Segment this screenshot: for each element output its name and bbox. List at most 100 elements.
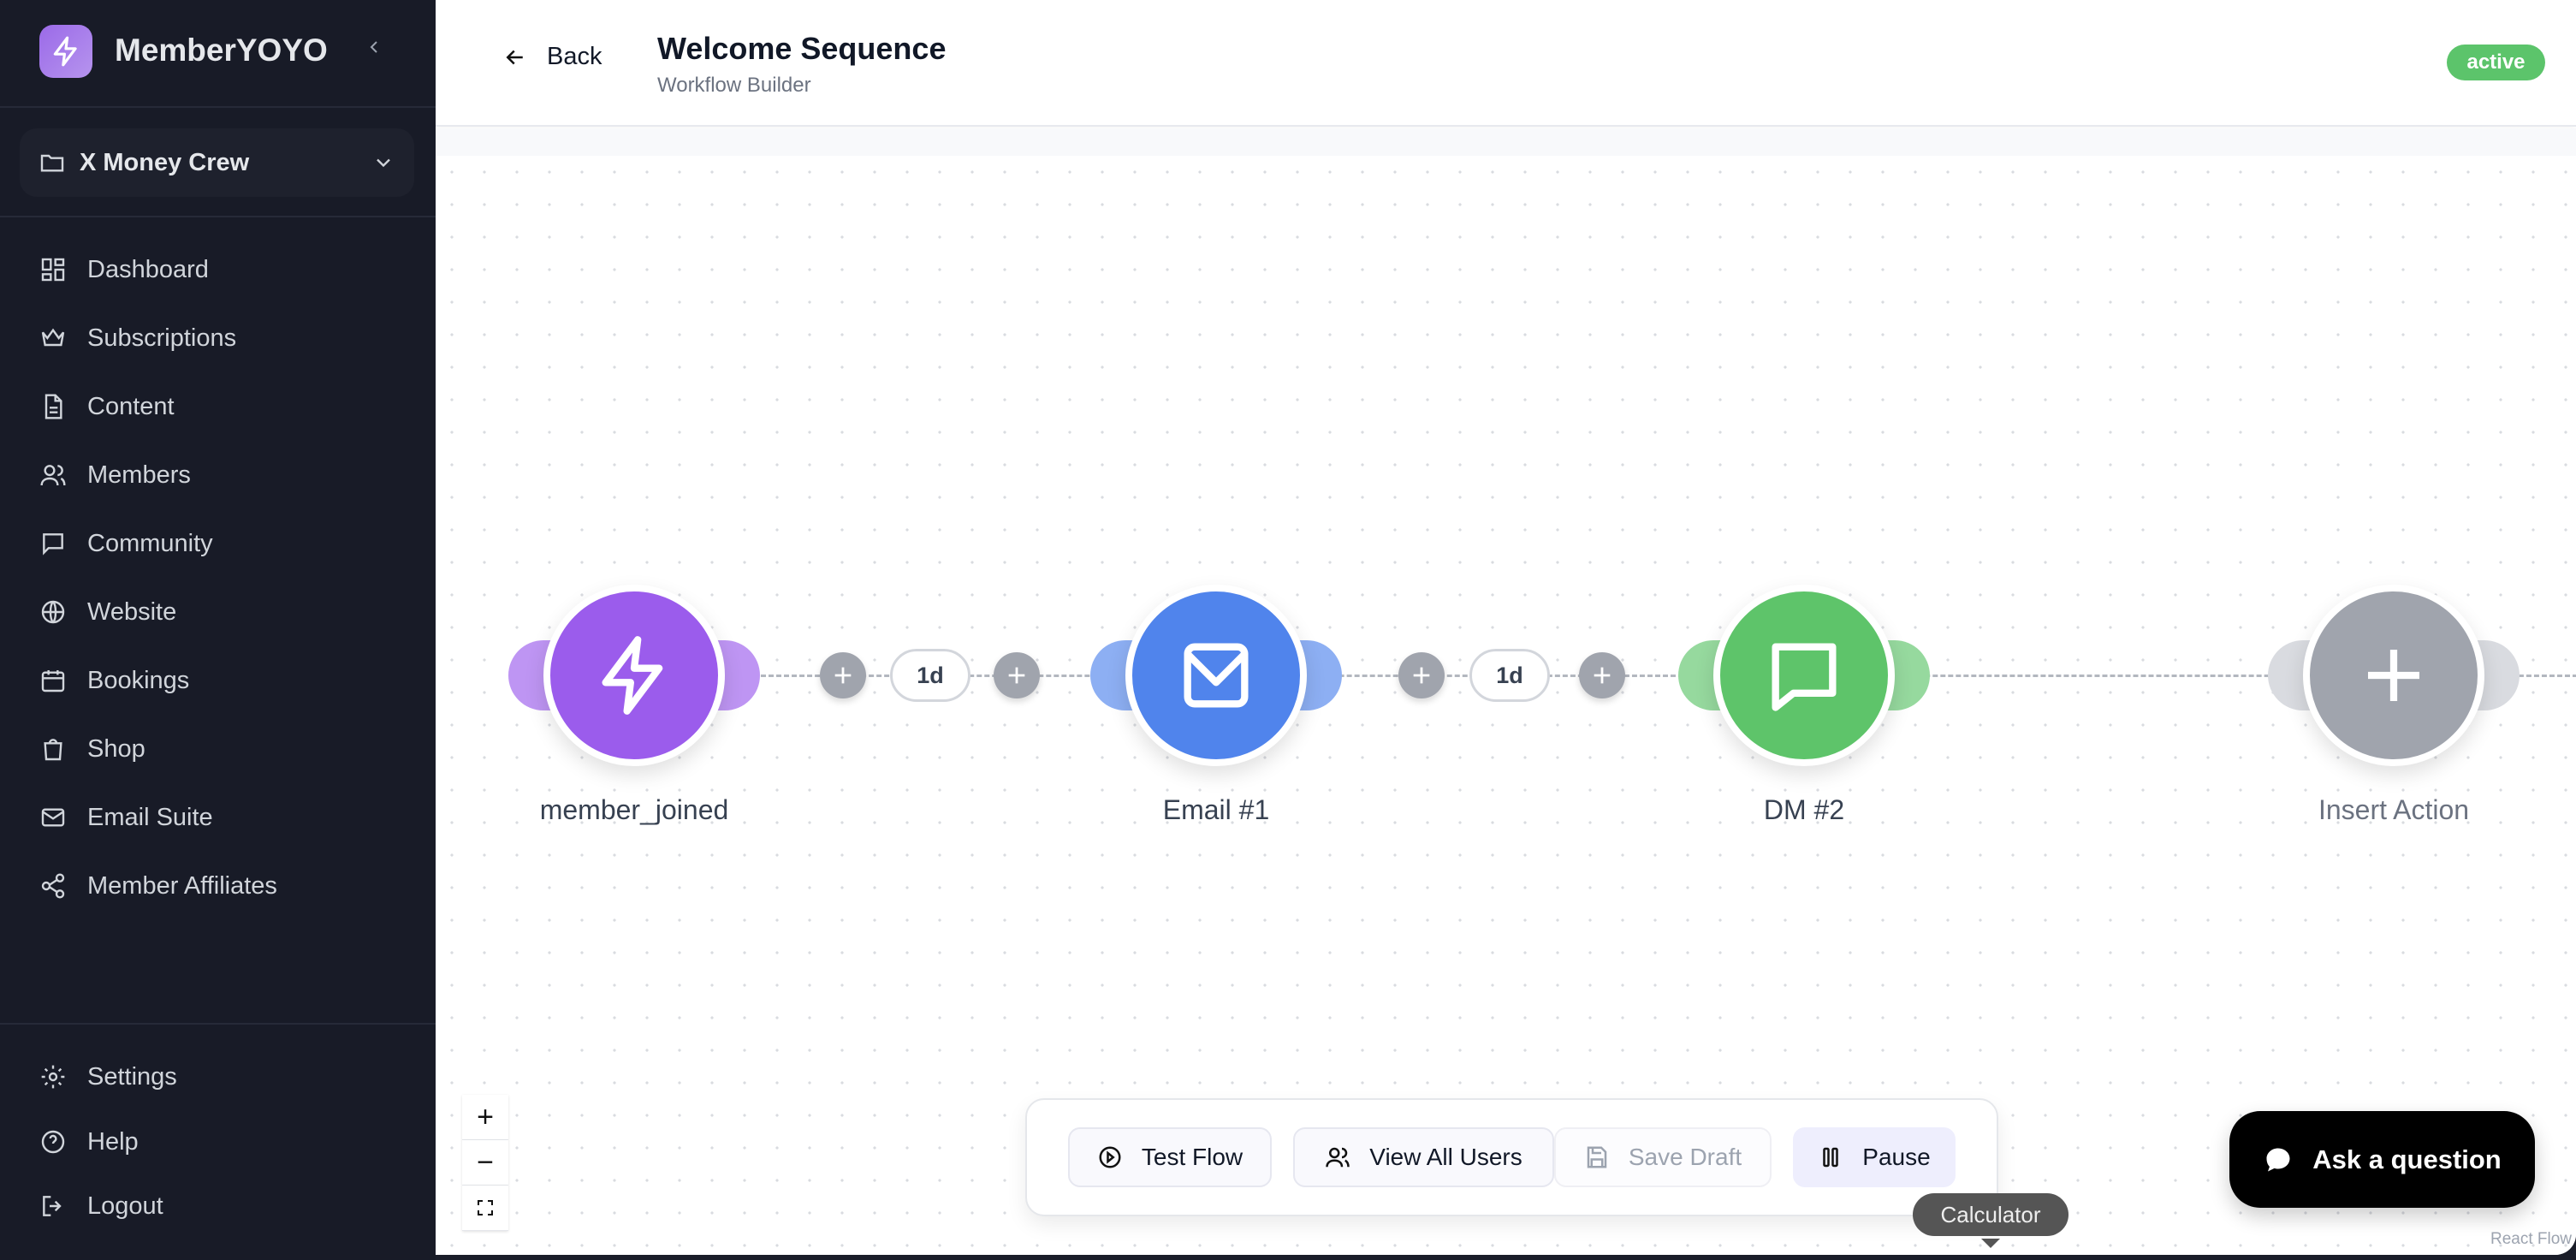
fullscreen-icon (478, 1200, 493, 1215)
calendar-icon (41, 670, 65, 692)
chat-icon (43, 533, 63, 556)
arrow-left-icon (506, 50, 523, 64)
sidebar: MemberYOYO X Money Crew Dashboard Subscri… (0, 0, 436, 1260)
flow-canvas[interactable] (436, 156, 2576, 1255)
document-icon (45, 394, 62, 419)
react-flow-attribution[interactable]: React Flow (2490, 1230, 2573, 1248)
mail-icon (1184, 643, 1249, 708)
tooltip: Calculator (1913, 1193, 2069, 1248)
divider (0, 216, 436, 217)
gear-icon (41, 1065, 65, 1089)
back-label: Back (547, 43, 602, 70)
sidebar-item-label: Bookings (87, 666, 190, 694)
page-subtitle: Workflow Builder (657, 74, 811, 97)
collapse-sidebar-button[interactable] (364, 34, 389, 68)
lightning-icon (602, 636, 663, 715)
zoom-in-button[interactable]: + (462, 1095, 508, 1140)
view-all-users-label: View All Users (1369, 1144, 1522, 1170)
add-step-button[interactable] (820, 652, 866, 698)
logo-icon (39, 25, 92, 78)
divider (0, 106, 436, 108)
plus-icon (2368, 650, 2419, 701)
sidebar-item-label: Logout (87, 1192, 163, 1220)
pause-label: Pause (1862, 1144, 1931, 1170)
dashboard-icon (41, 258, 65, 282)
sidebar-item-label: Community (87, 529, 213, 557)
header (436, 0, 2576, 127)
add-step-button[interactable] (1398, 652, 1445, 698)
node-label: Email #1 (1162, 794, 1270, 825)
sidebar-item-label: Help (87, 1127, 139, 1156)
add-step-button[interactable] (1579, 652, 1625, 698)
flow-node[interactable] (2303, 585, 2484, 766)
main-area: Back Welcome Sequence Workflow Builder a… (436, 0, 2576, 1255)
flow-edge (761, 675, 2576, 677)
test-flow-label: Test Flow (1141, 1144, 1243, 1170)
sidebar-item-bookings[interactable]: Bookings (39, 659, 189, 702)
share-icon (41, 873, 65, 899)
pause-button[interactable]: Pause (1793, 1127, 1956, 1187)
header-band (436, 128, 2576, 156)
sidebar-item-label: Member Affiliates (87, 871, 277, 900)
sidebar-item-shop[interactable]: Shop (39, 728, 145, 770)
sidebar-item-community[interactable]: Community (39, 522, 213, 565)
sidebar-item-label: Shop (87, 734, 145, 763)
chevron-down-icon (377, 158, 390, 168)
delay-pill[interactable]: 1d (890, 649, 970, 702)
back-button[interactable]: Back (502, 43, 602, 71)
help-icon (41, 1130, 65, 1154)
flow-node[interactable] (543, 585, 725, 766)
add-step-button[interactable] (994, 652, 1040, 698)
divider (0, 1023, 436, 1025)
flow-node[interactable] (1713, 585, 1895, 766)
node-label: DM #2 (1763, 794, 1845, 825)
message-icon (1772, 643, 1837, 711)
node-label: Insert Action (2318, 794, 2470, 825)
sidebar-item-member-affiliates[interactable]: Member Affiliates (39, 865, 277, 907)
sidebar-item-logout[interactable]: Logout (39, 1185, 163, 1227)
save-icon (1587, 1146, 1607, 1168)
page-title: Welcome Sequence (657, 31, 947, 66)
sidebar-item-label: Subscriptions (87, 324, 237, 352)
sidebar-item-website[interactable]: Website (39, 591, 176, 633)
sidebar-item-label: Dashboard (87, 255, 209, 283)
users-icon (1326, 1147, 1350, 1168)
sidebar-item-label: Email Suite (87, 803, 213, 831)
fit-view-button[interactable] (462, 1186, 508, 1231)
ask-question-label: Ask a question (2312, 1144, 2502, 1174)
sidebar-item-label: Content (87, 392, 175, 420)
save-draft-label: Save Draft (1628, 1144, 1742, 1170)
ask-question-button[interactable]: Ask a question (2229, 1111, 2535, 1208)
mail-icon (41, 808, 65, 827)
logout-icon (43, 1196, 62, 1216)
users-icon (40, 465, 66, 486)
view-all-users-button[interactable]: View All Users (1293, 1127, 1554, 1187)
flow-node[interactable] (1125, 585, 1307, 766)
pause-icon (1823, 1147, 1839, 1168)
sidebar-item-label: Website (87, 597, 177, 626)
sidebar-item-dashboard[interactable]: Dashboard (39, 248, 209, 291)
workspace-selector[interactable]: X Money Crew (20, 128, 414, 197)
zoom-out-button[interactable]: − (462, 1140, 508, 1186)
workspace-name: X Money Crew (80, 148, 250, 176)
test-flow-button[interactable]: Test Flow (1068, 1127, 1272, 1187)
sidebar-item-members[interactable]: Members (39, 454, 191, 496)
delay-pill[interactable]: 1d (1469, 649, 1550, 702)
shopping-bag-icon (44, 739, 62, 761)
sidebar-item-content[interactable]: Content (39, 385, 175, 428)
chat-bubble-icon (2266, 1148, 2290, 1171)
sidebar-item-settings[interactable]: Settings (39, 1055, 177, 1098)
sidebar-item-label: Settings (87, 1062, 177, 1091)
crown-icon (41, 328, 65, 347)
play-circle-icon (1099, 1146, 1121, 1168)
status-badge: active (2447, 45, 2545, 80)
brand-name: MemberYOYO (115, 33, 328, 68)
sidebar-item-help[interactable]: Help (39, 1120, 139, 1163)
sidebar-item-label: Members (87, 461, 191, 489)
save-draft-button[interactable]: Save Draft (1554, 1127, 1772, 1187)
sidebar-item-email-suite[interactable]: Email Suite (39, 796, 213, 839)
globe-icon (41, 600, 65, 624)
sidebar-item-subscriptions[interactable]: Subscriptions (39, 317, 236, 360)
node-label: member_joined (539, 794, 729, 825)
folder-icon (40, 154, 64, 172)
